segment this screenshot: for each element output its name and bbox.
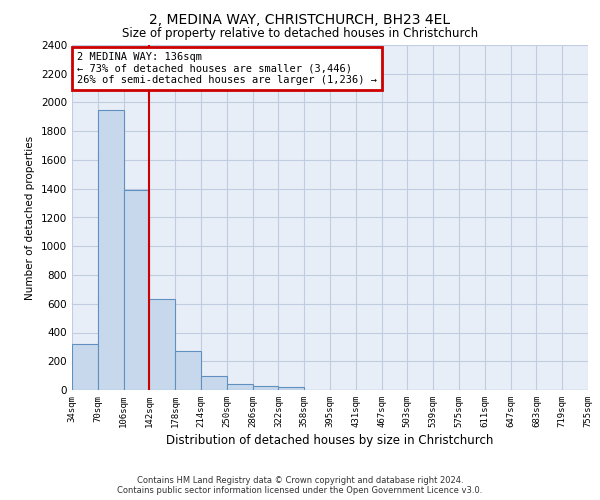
Bar: [278, 387, 304, 390]
Y-axis label: Number of detached properties: Number of detached properties: [25, 136, 35, 300]
Bar: [201, 376, 227, 390]
Bar: [175, 351, 201, 390]
Text: Contains HM Land Registry data © Crown copyright and database right 2024.
Contai: Contains HM Land Registry data © Crown c…: [118, 476, 482, 495]
Text: 2 MEDINA WAY: 136sqm
← 73% of detached houses are smaller (3,446)
26% of semi-de: 2 MEDINA WAY: 136sqm ← 73% of detached h…: [77, 52, 377, 85]
Bar: [98, 110, 124, 390]
Bar: [72, 344, 98, 390]
Bar: [253, 386, 278, 390]
X-axis label: Distribution of detached houses by size in Christchurch: Distribution of detached houses by size …: [166, 434, 494, 447]
Text: 2, MEDINA WAY, CHRISTCHURCH, BH23 4EL: 2, MEDINA WAY, CHRISTCHURCH, BH23 4EL: [149, 12, 451, 26]
Text: Size of property relative to detached houses in Christchurch: Size of property relative to detached ho…: [122, 28, 478, 40]
Bar: [149, 300, 175, 390]
Bar: [227, 384, 253, 390]
Bar: [124, 190, 149, 390]
